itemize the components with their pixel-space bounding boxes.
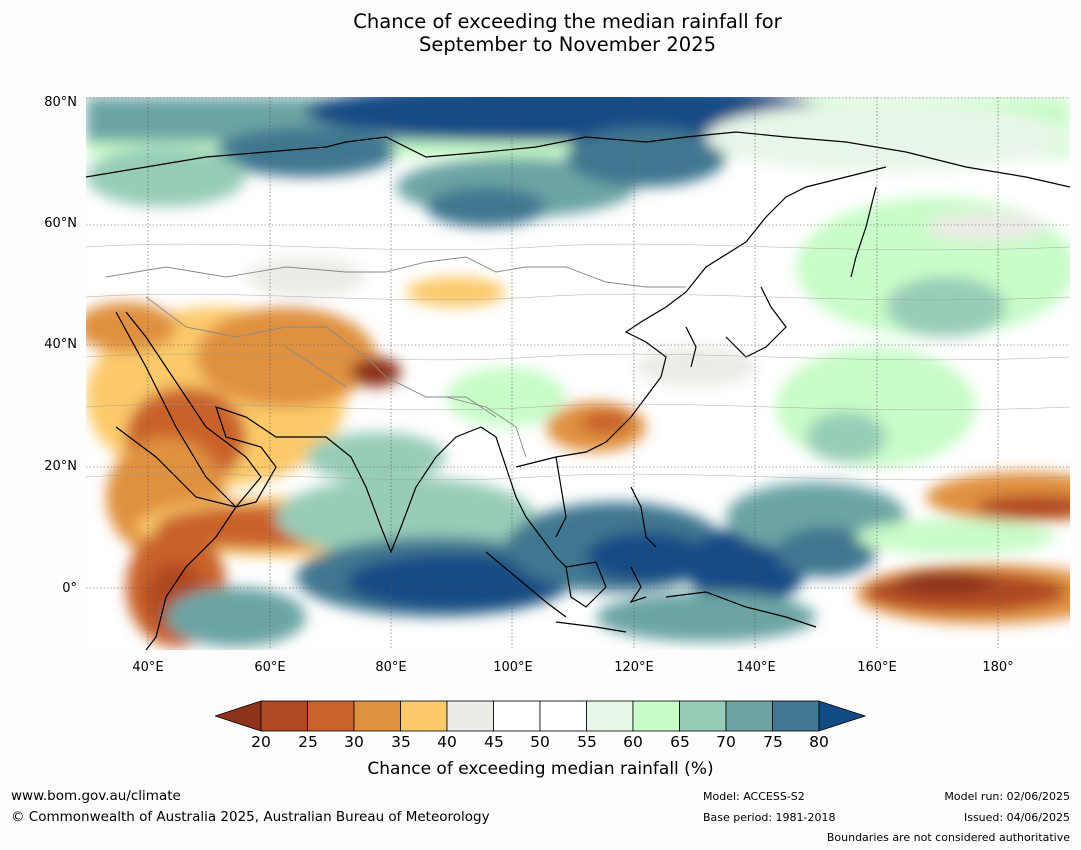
- colorbar-segment: [679, 700, 727, 732]
- colorbar-tick-20: 20: [251, 733, 271, 751]
- colorbar-arrow-high: [818, 700, 866, 732]
- contour-lines: [86, 243, 1070, 481]
- colorbar-tick-40: 40: [437, 733, 457, 751]
- colorbar-segment: [632, 700, 680, 732]
- lon-label-160e: 160°E: [857, 660, 897, 675]
- colorbar-segment: [400, 700, 448, 732]
- map-title-line1: Chance of exceeding the median rainfall …: [353, 10, 782, 33]
- rainfall-probability-map: [86, 97, 1070, 650]
- lon-label-60e: 60°E: [254, 660, 286, 675]
- model-run-date: Model run: 02/06/2025: [944, 790, 1070, 803]
- colorbar-segment: [539, 700, 587, 732]
- coastlines: [86, 131, 1070, 650]
- colorbar-segment: [493, 700, 541, 732]
- colorbar-tick-45: 45: [484, 733, 504, 751]
- map-gridlines: [86, 97, 1070, 650]
- lon-label-140e: 140°E: [736, 660, 776, 675]
- lat-label-80n: 80°N: [44, 95, 77, 110]
- lat-label-60n: 60°N: [44, 216, 77, 231]
- colorbar-tick-75: 75: [763, 733, 783, 751]
- colorbar: [215, 700, 866, 732]
- lon-label-180: 180°: [982, 660, 1014, 675]
- issued-date: Issued: 04/06/2025: [963, 811, 1070, 824]
- colorbar-segment: [307, 700, 355, 732]
- lon-label-40e: 40°E: [132, 660, 164, 675]
- colorbar-arrow-low: [215, 700, 262, 732]
- colorbar-tick-55: 55: [577, 733, 597, 751]
- lat-label-40n: 40°N: [44, 337, 77, 352]
- boundaries-disclaimer: Boundaries are not considered authoritat…: [826, 831, 1070, 844]
- lon-label-80e: 80°E: [375, 660, 407, 675]
- colorbar-tick-65: 65: [670, 733, 690, 751]
- colorbar-tick-30: 30: [344, 733, 364, 751]
- rainfall-field: [86, 97, 1070, 647]
- colorbar-label: Chance of exceeding median rainfall (%): [367, 759, 714, 779]
- colorbar-segment: [725, 700, 773, 732]
- colorbar-tick-80: 80: [809, 733, 829, 751]
- base-period: Base period: 1981-2018: [703, 811, 836, 824]
- colorbar-segment: [260, 700, 308, 732]
- colorbar-segment: [446, 700, 494, 732]
- colorbar-tick-60: 60: [623, 733, 643, 751]
- lat-label-0: 0°: [62, 581, 77, 596]
- map-title-line2: September to November 2025: [418, 33, 717, 56]
- website-link[interactable]: www.bom.gov.au/climate: [11, 788, 181, 804]
- colorbar-segment: [586, 700, 634, 732]
- model-name: Model: ACCESS-S2: [703, 790, 805, 803]
- borders: [105, 256, 686, 458]
- colorbar-tick-25: 25: [298, 733, 318, 751]
- lon-label-120e: 120°E: [614, 660, 654, 675]
- colorbar-tick-70: 70: [716, 733, 736, 751]
- colorbar-tick-35: 35: [391, 733, 411, 751]
- map-title: Chance of exceeding the median rainfall …: [0, 10, 1081, 56]
- colorbar-tick-50: 50: [530, 733, 550, 751]
- colorbar-segment: [353, 700, 401, 732]
- lat-label-20n: 20°N: [44, 459, 77, 474]
- colorbar-segment: [772, 700, 820, 732]
- copyright-text: © Commonwealth of Australia 2025, Austra…: [11, 809, 490, 825]
- lon-label-100e: 100°E: [493, 660, 533, 675]
